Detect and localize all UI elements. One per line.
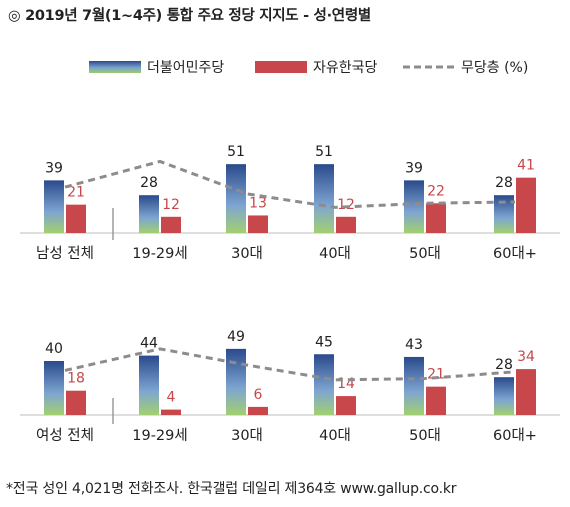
bar-democratic <box>226 348 246 415</box>
data-label-democratic: 28 <box>495 357 513 373</box>
legend-swatch-democratic <box>89 61 141 73</box>
legend-label-liberty-korea: 자유한국당 <box>313 60 378 76</box>
chart-title: ◎ 2019년 7월(1~4주) 통합 주요 정당 지지도 - 성·연령별 <box>8 8 371 24</box>
legend-label-independent: 무당층 (%) <box>461 60 529 76</box>
data-label-democratic: 44 <box>140 336 158 352</box>
category-label: 50대 <box>409 245 441 262</box>
data-label-liberty-korea: 21 <box>427 367 445 383</box>
legend-swatch-liberty-korea <box>255 61 307 73</box>
data-label-democratic: 39 <box>45 160 63 176</box>
line-independent <box>64 159 516 209</box>
data-label-liberty-korea: 22 <box>427 183 445 199</box>
data-label-liberty-korea: 41 <box>517 158 535 174</box>
line-independent <box>64 347 516 382</box>
bar-democratic <box>404 180 424 233</box>
data-label-liberty-korea: 6 <box>254 387 263 403</box>
category-label: 19-29세 <box>132 427 187 444</box>
bar-democratic <box>44 361 64 415</box>
category-label: 40대 <box>319 427 351 444</box>
bar-democratic <box>494 195 514 233</box>
data-label-democratic: 43 <box>405 337 423 353</box>
bar-liberty-korea <box>161 409 181 415</box>
category-label: 30대 <box>231 245 263 262</box>
category-label: 19-29세 <box>132 245 187 262</box>
bar-liberty-korea <box>66 390 86 415</box>
data-label-liberty-korea: 4 <box>167 390 176 406</box>
category-label: 남성 전체 <box>36 245 94 262</box>
data-label-democratic: 49 <box>227 329 245 345</box>
data-label-democratic: 39 <box>405 160 423 176</box>
bar-democratic <box>226 164 246 233</box>
bar-liberty-korea <box>336 396 356 415</box>
bar-liberty-korea <box>426 386 446 415</box>
bar-liberty-korea <box>336 216 356 233</box>
data-label-democratic: 51 <box>227 144 245 160</box>
data-label-democratic: 40 <box>45 341 63 357</box>
data-label-liberty-korea: 12 <box>337 197 355 213</box>
bar-liberty-korea <box>66 204 86 233</box>
data-label-liberty-korea: 34 <box>517 349 535 365</box>
bar-democratic <box>314 354 334 415</box>
data-label-liberty-korea: 13 <box>249 195 267 211</box>
bar-democratic <box>139 195 159 233</box>
bar-liberty-korea <box>516 369 536 415</box>
bar-liberty-korea <box>516 177 536 233</box>
bar-democratic <box>139 355 159 415</box>
bar-liberty-korea <box>248 215 268 233</box>
bar-liberty-korea <box>248 406 268 415</box>
category-label: 60대+ <box>493 427 537 444</box>
category-label: 30대 <box>231 427 263 444</box>
bar-democratic <box>404 356 424 415</box>
bar-liberty-korea <box>161 216 181 233</box>
legend-swatch-independent <box>403 65 455 69</box>
legend: 더불어민주당 자유한국당 무당층 (%) <box>0 56 570 80</box>
bar-liberty-korea <box>426 203 446 233</box>
data-label-democratic: 51 <box>315 144 333 160</box>
bar-democratic <box>494 377 514 415</box>
data-label-democratic: 28 <box>495 175 513 191</box>
legend-label-democratic: 더불어민주당 <box>147 60 225 76</box>
category-label: 40대 <box>319 245 351 262</box>
category-label: 60대+ <box>493 245 537 262</box>
footnote: *전국 성인 4,021명 전화조사. 한국갤럽 데일리 제364호 www.g… <box>6 481 457 497</box>
category-label: 50대 <box>409 427 441 444</box>
data-label-liberty-korea: 12 <box>162 197 180 213</box>
data-label-liberty-korea: 21 <box>67 185 85 201</box>
data-label-democratic: 45 <box>315 334 333 350</box>
category-label: 여성 전체 <box>36 427 94 444</box>
bar-democratic <box>44 180 64 233</box>
data-label-democratic: 28 <box>140 175 158 191</box>
bar-democratic <box>314 164 334 233</box>
data-label-liberty-korea: 18 <box>67 371 85 387</box>
